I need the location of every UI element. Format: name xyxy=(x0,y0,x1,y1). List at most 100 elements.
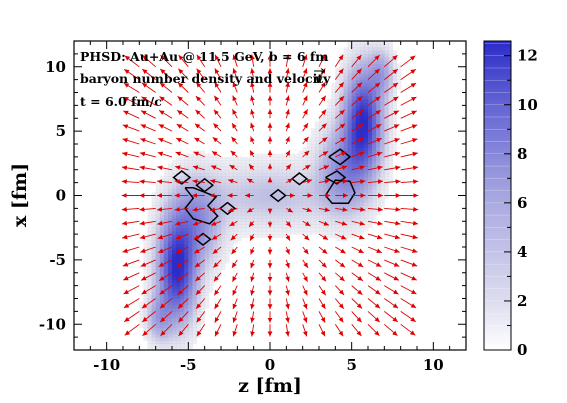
density-cell xyxy=(147,218,153,222)
density-cell xyxy=(208,160,214,164)
density-cell xyxy=(319,150,324,155)
density-cell xyxy=(314,218,320,222)
density-cell xyxy=(163,250,169,254)
density-cell xyxy=(143,327,148,332)
density-cell xyxy=(355,140,361,145)
density-cell xyxy=(151,279,157,283)
density-cell xyxy=(204,253,210,258)
velocity-arrow xyxy=(159,285,173,295)
density-cell xyxy=(212,169,218,174)
velocity-arrow xyxy=(400,96,417,106)
density-cell xyxy=(331,131,336,135)
density-cell xyxy=(188,211,193,216)
density-cell xyxy=(343,50,349,55)
density-cell xyxy=(331,127,336,132)
density-cell xyxy=(368,111,373,116)
density-cell xyxy=(376,86,381,90)
density-cell xyxy=(372,195,377,200)
density-cell xyxy=(286,218,291,222)
density-cell xyxy=(147,221,153,225)
density-cell xyxy=(359,44,365,48)
density-cell xyxy=(212,205,218,209)
density-cell xyxy=(229,169,234,174)
density-cell xyxy=(257,205,263,209)
density-cell xyxy=(310,218,316,222)
density-cell xyxy=(265,201,271,206)
density-cell xyxy=(282,195,287,200)
velocity-arrow xyxy=(194,259,205,268)
velocity-arrow xyxy=(250,246,255,255)
density-cell xyxy=(339,185,344,190)
density-cell xyxy=(208,227,214,232)
velocity-arrow xyxy=(196,54,206,68)
density-cell xyxy=(380,82,385,87)
density-cell xyxy=(339,76,344,81)
density-cell xyxy=(368,163,373,168)
density-cell xyxy=(331,208,336,213)
velocity-arrow xyxy=(285,298,290,310)
velocity-arrow xyxy=(351,179,366,184)
density-cell xyxy=(351,118,357,122)
density-cell xyxy=(208,256,214,261)
density-cell xyxy=(221,243,226,248)
density-cell xyxy=(216,182,222,187)
density-cell xyxy=(372,66,377,71)
density-cell xyxy=(314,134,320,139)
velocity-arrow xyxy=(335,179,348,184)
density-cell xyxy=(335,121,340,126)
density-cell xyxy=(208,172,214,177)
density-cell xyxy=(310,205,316,209)
density-cell xyxy=(216,172,222,177)
velocity-arrow xyxy=(318,123,327,132)
density-cell xyxy=(196,324,202,328)
density-cell xyxy=(302,147,308,151)
velocity-arrow xyxy=(250,272,255,282)
density-cell xyxy=(180,346,185,350)
density-cell xyxy=(167,198,173,203)
density-cell xyxy=(184,327,189,332)
density-cell xyxy=(388,118,393,122)
velocity-arrow xyxy=(302,150,310,158)
density-cell xyxy=(172,243,177,248)
density-cell xyxy=(314,147,320,151)
velocity-arrow xyxy=(318,220,330,226)
density-cell xyxy=(351,60,357,65)
density-cell xyxy=(380,89,385,93)
density-cell xyxy=(270,224,275,229)
density-cell xyxy=(323,131,328,135)
density-cell xyxy=(180,208,185,213)
density-cell xyxy=(167,179,173,184)
density-cell xyxy=(216,256,222,261)
density-cell xyxy=(331,82,336,87)
density-cell xyxy=(347,153,353,158)
density-cell xyxy=(208,272,214,277)
density-cell xyxy=(172,327,177,332)
density-cell xyxy=(143,253,148,258)
density-cell xyxy=(363,76,369,81)
density-cell xyxy=(310,192,316,196)
density-cell xyxy=(229,195,234,200)
density-cell xyxy=(363,47,369,52)
velocity-arrow xyxy=(367,233,383,240)
density-cell xyxy=(229,160,234,164)
density-cell xyxy=(327,118,332,122)
density-cell xyxy=(172,160,177,164)
density-cell xyxy=(339,218,344,222)
density-cell xyxy=(372,95,377,100)
density-cell xyxy=(204,156,210,161)
density-cell xyxy=(261,201,267,206)
density-cell xyxy=(212,189,218,193)
density-cell xyxy=(151,218,157,222)
density-cell xyxy=(155,324,161,328)
density-cell xyxy=(372,102,377,106)
density-cell xyxy=(155,214,161,219)
density-cell xyxy=(351,205,357,209)
velocity-arrow xyxy=(231,259,238,269)
density-cell xyxy=(343,102,349,106)
density-cell xyxy=(270,160,275,164)
density-cell xyxy=(192,163,197,168)
density-cell xyxy=(200,160,206,164)
density-cell xyxy=(163,195,169,200)
density-cell xyxy=(167,269,173,274)
